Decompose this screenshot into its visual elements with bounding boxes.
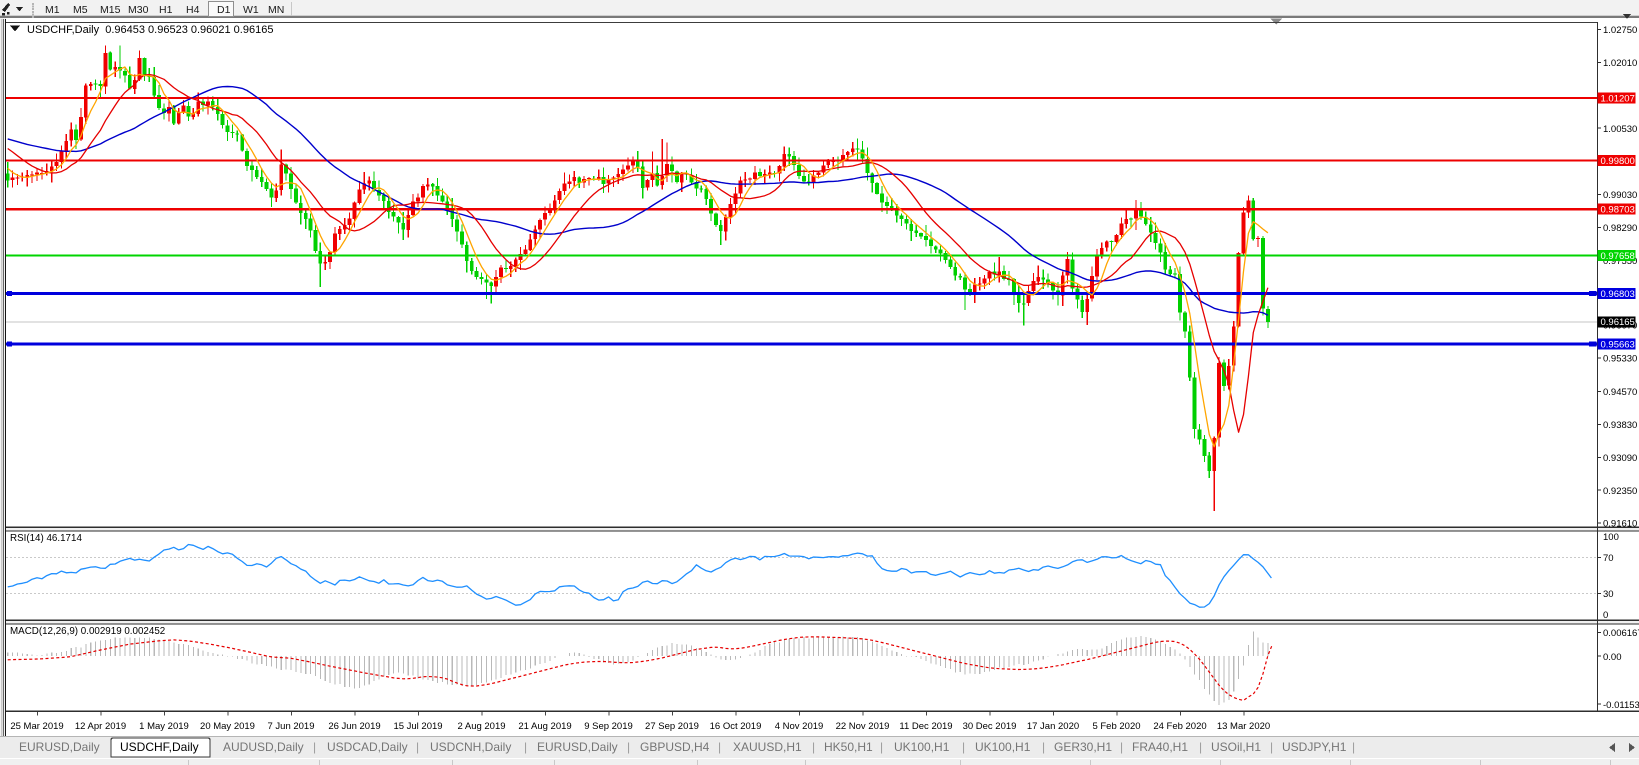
svg-text:0.94570: 0.94570 <box>1603 387 1637 398</box>
svg-text:M5: M5 <box>73 4 88 16</box>
svg-text:1.02750: 1.02750 <box>1603 25 1637 36</box>
svg-text:|: | <box>880 740 883 754</box>
svg-text:17 Jan 2020: 17 Jan 2020 <box>1027 721 1079 732</box>
svg-text:15 Jul 2019: 15 Jul 2019 <box>393 721 442 732</box>
svg-text:1 May 2019: 1 May 2019 <box>139 721 189 732</box>
svg-text:M15: M15 <box>100 4 121 16</box>
svg-text:16 Oct 2019: 16 Oct 2019 <box>710 721 762 732</box>
svg-text:0: 0 <box>1603 610 1608 621</box>
svg-text:|: | <box>1042 740 1045 754</box>
svg-text:13 Mar 2020: 13 Mar 2020 <box>1217 721 1270 732</box>
svg-text:0.006167: 0.006167 <box>1603 628 1639 639</box>
svg-text:0.91610: 0.91610 <box>1603 519 1637 530</box>
svg-text:30: 30 <box>1603 589 1614 600</box>
svg-text:H1: H1 <box>159 4 173 16</box>
svg-text:USDCHF,Daily: USDCHF,Daily <box>120 740 199 754</box>
svg-text:1.02010: 1.02010 <box>1603 58 1637 69</box>
svg-text:24 Feb 2020: 24 Feb 2020 <box>1153 721 1206 732</box>
svg-text:|: | <box>1352 740 1355 754</box>
svg-text:27 Sep 2019: 27 Sep 2019 <box>645 721 699 732</box>
svg-text:100: 100 <box>1603 532 1619 543</box>
svg-text:|: | <box>313 740 316 754</box>
svg-text:XAUUSD,H1: XAUUSD,H1 <box>733 740 802 754</box>
svg-text:12 Apr 2019: 12 Apr 2019 <box>75 721 126 732</box>
svg-text:0.97658: 0.97658 <box>1601 251 1635 262</box>
svg-text:RSI(14) 46.1714: RSI(14) 46.1714 <box>10 533 82 544</box>
svg-text:|: | <box>627 740 630 754</box>
svg-text:|: | <box>718 740 721 754</box>
svg-text:0.93090: 0.93090 <box>1603 453 1637 464</box>
svg-text:EURUSD,Daily: EURUSD,Daily <box>19 740 100 754</box>
svg-text:0.95663: 0.95663 <box>1601 340 1635 351</box>
svg-text:USOil,H1: USOil,H1 <box>1211 740 1261 754</box>
svg-text:USDJPY,H1: USDJPY,H1 <box>1282 740 1347 754</box>
svg-text:|: | <box>1199 740 1202 754</box>
svg-text:|: | <box>416 740 419 754</box>
svg-text:UK100,H1: UK100,H1 <box>894 740 950 754</box>
svg-text:2 Aug 2019: 2 Aug 2019 <box>457 721 505 732</box>
svg-text:W1: W1 <box>243 4 259 16</box>
svg-text:1.01207: 1.01207 <box>1601 93 1635 104</box>
svg-text:H4: H4 <box>186 4 200 16</box>
svg-text:EURUSD,Daily: EURUSD,Daily <box>537 740 618 754</box>
svg-text:26 Jun 2019: 26 Jun 2019 <box>328 721 380 732</box>
svg-text:9 Sep 2019: 9 Sep 2019 <box>584 721 633 732</box>
svg-text:M1: M1 <box>45 4 60 16</box>
svg-text:D1: D1 <box>217 4 231 16</box>
svg-text:4 Nov 2019: 4 Nov 2019 <box>775 721 824 732</box>
svg-text:22 Nov 2019: 22 Nov 2019 <box>836 721 890 732</box>
svg-text:|: | <box>1270 740 1273 754</box>
svg-text:21 Aug 2019: 21 Aug 2019 <box>518 721 571 732</box>
svg-text:11 Dec 2019: 11 Dec 2019 <box>899 721 952 732</box>
svg-text:0.00: 0.00 <box>1603 652 1622 663</box>
svg-text:USDCAD,Daily: USDCAD,Daily <box>327 740 408 754</box>
svg-text:0.98703: 0.98703 <box>1601 205 1635 216</box>
svg-text:0.96165: 0.96165 <box>1601 317 1635 328</box>
svg-text:20 May 2019: 20 May 2019 <box>200 721 255 732</box>
svg-text:M30: M30 <box>128 4 149 16</box>
svg-text:25 Mar 2019: 25 Mar 2019 <box>10 721 63 732</box>
svg-text:0.93830: 0.93830 <box>1603 420 1637 431</box>
svg-text:|: | <box>1120 740 1123 754</box>
svg-text:0.95330: 0.95330 <box>1603 354 1637 365</box>
svg-text:0.99800: 0.99800 <box>1601 156 1635 167</box>
svg-text:|: | <box>962 740 965 754</box>
svg-text:UK100,H1: UK100,H1 <box>975 740 1031 754</box>
svg-text:5 Feb 2020: 5 Feb 2020 <box>1092 721 1140 732</box>
svg-text:0.99030: 0.99030 <box>1603 190 1637 201</box>
svg-text:|: | <box>812 740 815 754</box>
svg-text:|: | <box>524 740 527 754</box>
svg-text:0.98290: 0.98290 <box>1603 223 1637 234</box>
svg-text:30 Dec 2019: 30 Dec 2019 <box>963 721 1017 732</box>
svg-text:GER30,H1: GER30,H1 <box>1054 740 1112 754</box>
svg-text:1.00530: 1.00530 <box>1603 124 1637 135</box>
svg-text:FRA40,H1: FRA40,H1 <box>1132 740 1188 754</box>
svg-text:70: 70 <box>1603 553 1614 564</box>
svg-text:USDCHF,Daily 0.96453 0.96523: USDCHF,Daily 0.96453 0.96523 0.96021 0.9… <box>27 24 273 36</box>
svg-text:0.97550: 0.97550 <box>1603 256 1637 267</box>
svg-text:0.96803: 0.96803 <box>1601 289 1635 300</box>
svg-text:MACD(12,26,9) 0.002919 0.00245: MACD(12,26,9) 0.002919 0.002452 <box>10 626 165 637</box>
svg-text:GBPUSD,H4: GBPUSD,H4 <box>640 740 710 754</box>
svg-text:0.92350: 0.92350 <box>1603 486 1637 497</box>
svg-text:AUDUSD,Daily: AUDUSD,Daily <box>223 740 304 754</box>
svg-text:HK50,H1: HK50,H1 <box>824 740 873 754</box>
svg-text:USDCNH,Daily: USDCNH,Daily <box>430 740 511 754</box>
svg-text:MN: MN <box>268 4 284 16</box>
svg-text:7 Jun 2019: 7 Jun 2019 <box>267 721 314 732</box>
